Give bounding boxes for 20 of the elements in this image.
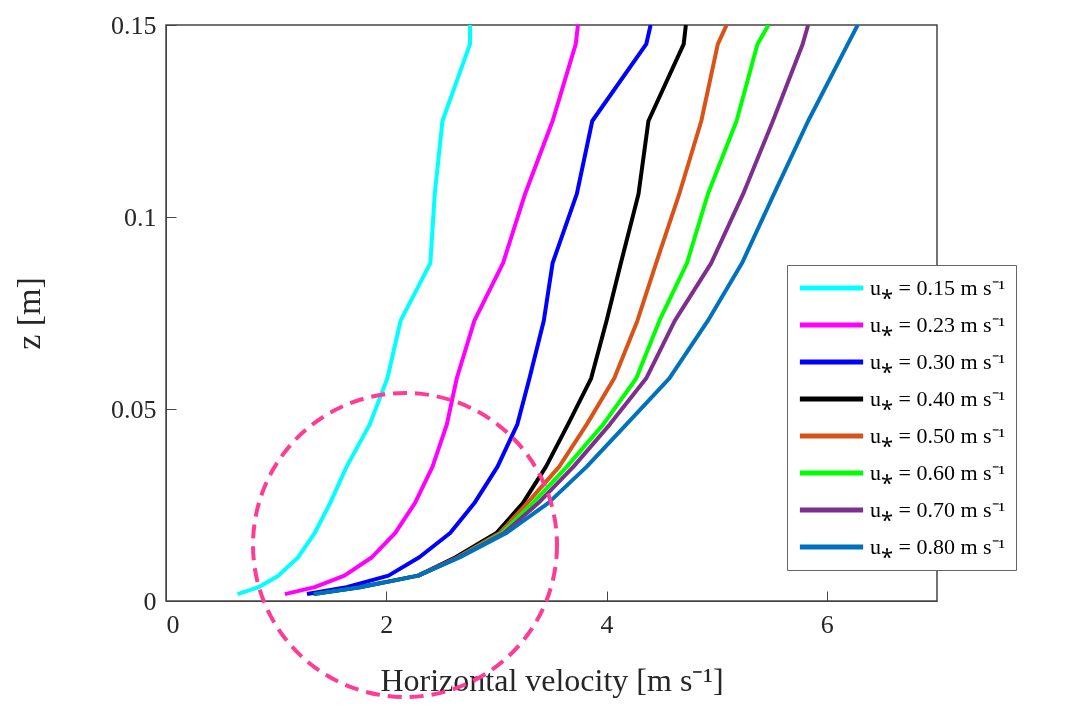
- y-tick-label: 0.15: [111, 10, 157, 40]
- y-tick-label: 0: [143, 586, 157, 616]
- legend-label: u⁎ = 0.15 m s⁻¹: [870, 275, 1006, 300]
- legend-label: u⁎ = 0.60 m s⁻¹: [870, 460, 1006, 485]
- x-tick-label: 4: [600, 609, 614, 639]
- legend-label: u⁎ = 0.40 m s⁻¹: [870, 386, 1006, 411]
- legend-label: u⁎ = 0.70 m s⁻¹: [870, 497, 1006, 522]
- x-tick-label: 6: [820, 609, 834, 639]
- legend-label: u⁎ = 0.23 m s⁻¹: [870, 312, 1006, 337]
- legend-label: u⁎ = 0.30 m s⁻¹: [870, 349, 1006, 374]
- line-series: [282, 25, 580, 597]
- legend-label: u⁎ = 0.80 m s⁻¹: [870, 534, 1006, 559]
- y-tick-label: 0.1: [124, 202, 157, 232]
- line-series: [235, 25, 472, 597]
- x-tick-label: 0: [166, 609, 180, 639]
- line-series: [311, 25, 860, 597]
- y-axis-title: z [m]: [9, 277, 47, 350]
- x-tick-label: 2: [380, 609, 394, 639]
- y-tick-label: 0.05: [111, 394, 157, 424]
- legend-label: u⁎ = 0.50 m s⁻¹: [870, 423, 1006, 448]
